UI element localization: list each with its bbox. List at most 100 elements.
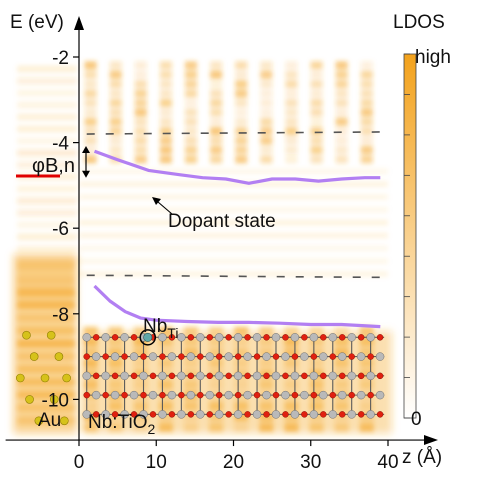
o-atom	[310, 391, 318, 399]
ldos-cell	[159, 89, 172, 98]
ldos-streak	[17, 209, 77, 217]
o-atom	[338, 334, 346, 341]
ti-atom	[252, 333, 262, 342]
ldos-cell	[109, 127, 122, 136]
ti-atom	[271, 410, 281, 419]
ti-atom	[375, 352, 385, 361]
o-atom	[234, 391, 242, 399]
ldos-streak	[17, 113, 77, 121]
ldos-cell	[84, 127, 97, 136]
ldos-cell	[84, 80, 97, 89]
colorbar-gradient	[403, 53, 417, 419]
ti-atom	[177, 410, 186, 419]
ti-atom	[281, 390, 290, 400]
ti-atom	[281, 352, 290, 361]
ti-atom	[91, 352, 101, 361]
ldos-cell	[159, 70, 172, 79]
colorbar: LDOS high 0	[393, 12, 451, 430]
ldos-cell	[84, 89, 97, 98]
ti-atom	[167, 390, 177, 400]
ldos-cell	[109, 80, 122, 89]
au-atom	[62, 373, 71, 383]
ldos-cell	[134, 61, 147, 70]
o-atom	[92, 411, 100, 418]
barrier-label: φB,n	[32, 155, 75, 177]
ldos-cell	[360, 70, 373, 79]
o-atom	[83, 353, 90, 360]
ldos-cell	[235, 146, 248, 155]
ti-atom	[205, 352, 214, 361]
ldos-cell	[335, 98, 348, 107]
o-atom	[348, 353, 355, 360]
ldos-cell	[210, 136, 223, 145]
ti-atom	[319, 390, 328, 400]
ldos-cell	[285, 61, 298, 70]
ldos-cell	[260, 127, 273, 136]
o-atom	[187, 411, 195, 418]
ti-atom	[82, 333, 91, 342]
ldos-cell	[185, 61, 198, 70]
ldos-cell	[285, 117, 298, 126]
ldos-cell	[134, 80, 147, 89]
o-atom	[215, 353, 223, 360]
ldos-cell	[360, 61, 373, 70]
o-atom	[225, 334, 232, 341]
ldos-cell	[260, 80, 273, 89]
ldos-cell	[335, 89, 348, 98]
ldos-cell	[285, 136, 298, 145]
ldos-cell	[84, 155, 97, 164]
o-atom	[320, 334, 327, 341]
ti-atom	[262, 390, 271, 400]
ldos-cell	[185, 70, 198, 79]
ldos-streak	[17, 125, 77, 133]
x-axis-label: z (Å)	[402, 447, 442, 468]
ldos-cell	[134, 108, 147, 117]
ldos-cell	[134, 98, 147, 107]
ldos-cell	[360, 127, 373, 136]
ldos-cell	[285, 80, 298, 89]
x-tick-label: 0	[74, 452, 85, 473]
o-atom	[178, 353, 185, 360]
ldos-streak	[17, 197, 77, 205]
ldos-cell	[260, 108, 273, 117]
ldos-cell	[235, 155, 248, 164]
o-atom	[367, 391, 374, 399]
o-atom	[111, 372, 119, 380]
ldos-cell	[335, 127, 348, 136]
o-atom	[320, 411, 327, 418]
oxide-label: Nb:TiO2	[88, 412, 155, 437]
y-axis-arrow	[74, 16, 84, 30]
o-atom	[272, 353, 280, 360]
ldos-cell	[310, 98, 323, 107]
o-atom	[215, 391, 223, 399]
ldos-cell	[84, 61, 97, 70]
ti-atom	[262, 352, 271, 361]
ldos-streak	[17, 77, 77, 85]
ldos-cell	[210, 61, 223, 70]
o-atom	[92, 372, 100, 380]
o-atom	[130, 411, 138, 418]
ti-atom	[337, 390, 347, 400]
ti-atom	[120, 333, 129, 342]
o-atom	[102, 353, 109, 360]
ldos-cell	[235, 136, 248, 145]
ti-atom	[101, 371, 110, 381]
au-atom	[15, 373, 25, 383]
ldos-cell	[360, 155, 373, 164]
y-tick-label: -8	[52, 305, 69, 326]
ldos-cell	[159, 155, 172, 164]
ldos-streak	[17, 149, 77, 157]
ti-atom	[148, 390, 158, 400]
o-atom	[338, 411, 346, 418]
ti-atom	[158, 333, 167, 342]
ldos-cell	[159, 127, 172, 136]
o-atom	[291, 391, 299, 399]
o-atom	[244, 372, 251, 380]
ldos-cell	[360, 98, 373, 107]
ldos-cell	[260, 136, 273, 145]
ldos-cell	[159, 98, 172, 107]
ti-atom	[82, 371, 91, 381]
o-atom	[187, 372, 195, 380]
ldos-streak	[17, 89, 77, 97]
ldos-cell	[159, 80, 172, 89]
